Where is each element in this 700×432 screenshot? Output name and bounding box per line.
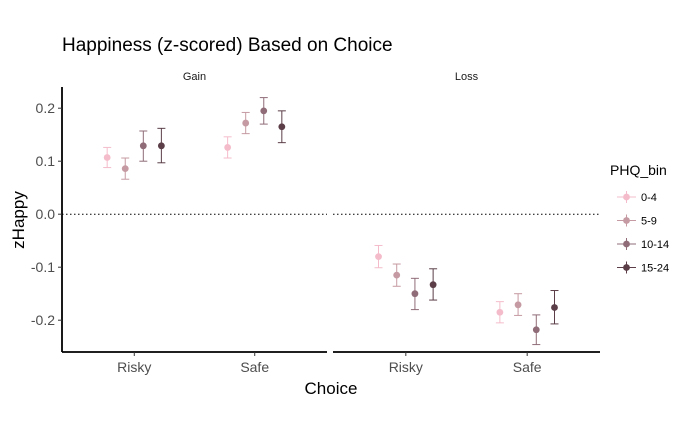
- facet-label: Gain: [183, 71, 206, 83]
- data-point: [103, 154, 111, 161]
- data-point: [157, 142, 165, 150]
- legend: PHQ_bin 0-4 5-9 10-14 15-24: [610, 162, 669, 275]
- legend-item: 5-9: [617, 214, 657, 228]
- data-point: [514, 301, 522, 309]
- data-point: [532, 326, 540, 334]
- data-point: [139, 142, 147, 150]
- x-axis-title: Choice: [305, 379, 358, 398]
- legend-key-point: [623, 264, 630, 271]
- legend-key-point: [623, 240, 630, 248]
- x-tick-label: Safe: [240, 359, 269, 375]
- y-tick-label: 0.0: [36, 206, 56, 222]
- panel-gain: Gain -0.2 -0.1 0.0 0.1 0.2 Risky Safe: [31, 71, 327, 375]
- data-point: [429, 281, 437, 289]
- x-tick-label: Safe: [513, 359, 542, 375]
- x-tick-label: Risky: [117, 359, 151, 375]
- legend-label: 5-9: [641, 216, 657, 228]
- facet-panels: Gain -0.2 -0.1 0.0 0.1 0.2 Risky Safe Loss Risky S…: [31, 71, 600, 375]
- data-point: [496, 308, 504, 316]
- legend-item: 15-24: [617, 261, 669, 275]
- data-point: [260, 107, 268, 115]
- data-point: [375, 253, 382, 260]
- y-tick-label: -0.1: [31, 259, 55, 275]
- legend-title: PHQ_bin: [610, 162, 667, 178]
- legend-label: 10-14: [641, 239, 669, 251]
- data-point: [393, 271, 401, 279]
- data-point: [551, 304, 558, 311]
- legend-key-point: [623, 217, 630, 224]
- legend-label: 15-24: [641, 263, 669, 275]
- y-tick-label: 0.1: [36, 153, 56, 169]
- legend-item: 10-14: [617, 238, 669, 251]
- x-tick-label: Risky: [389, 359, 423, 375]
- data-point: [278, 123, 286, 131]
- y-tick-label: -0.2: [31, 312, 55, 328]
- legend-label: 0-4: [641, 192, 657, 204]
- data-point: [224, 144, 232, 151]
- facet-label: Loss: [455, 71, 479, 83]
- legend-key-point: [623, 193, 630, 201]
- panel-loss: Loss Risky Safe: [333, 71, 600, 375]
- data-point: [242, 119, 250, 127]
- data-point: [121, 165, 129, 173]
- y-tick-label: 0.2: [36, 100, 56, 116]
- chart-title: Happiness (z-scored) Based on Choice: [62, 35, 393, 56]
- y-axis-title: zHappy: [9, 191, 28, 249]
- legend-item: 0-4: [617, 191, 657, 204]
- data-point: [411, 290, 419, 298]
